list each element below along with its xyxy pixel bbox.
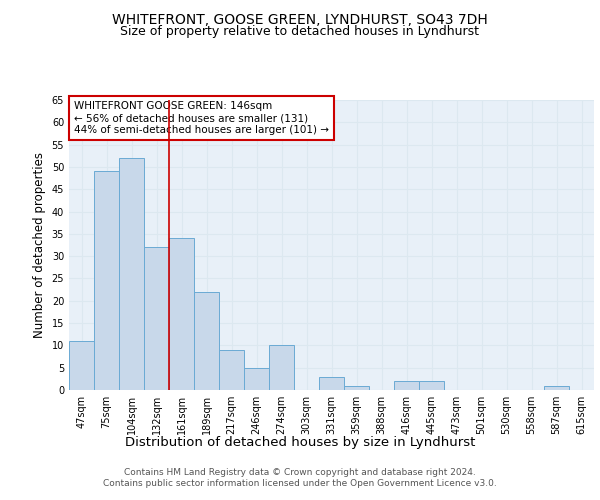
- Bar: [169, 238, 194, 390]
- Y-axis label: Number of detached properties: Number of detached properties: [33, 152, 46, 338]
- Bar: [144, 247, 169, 390]
- Text: WHITEFRONT GOOSE GREEN: 146sqm
← 56% of detached houses are smaller (131)
44% of: WHITEFRONT GOOSE GREEN: 146sqm ← 56% of …: [74, 102, 329, 134]
- Bar: [419, 381, 444, 390]
- Text: Distribution of detached houses by size in Lyndhurst: Distribution of detached houses by size …: [125, 436, 475, 449]
- Bar: [344, 386, 369, 390]
- Bar: [219, 350, 244, 390]
- Bar: [244, 368, 269, 390]
- Text: Contains HM Land Registry data © Crown copyright and database right 2024.
Contai: Contains HM Land Registry data © Crown c…: [103, 468, 497, 487]
- Bar: [194, 292, 219, 390]
- Bar: [394, 381, 419, 390]
- Bar: [119, 158, 144, 390]
- Bar: [94, 172, 119, 390]
- Bar: [544, 386, 569, 390]
- Bar: [269, 346, 294, 390]
- Bar: [69, 341, 94, 390]
- Bar: [319, 376, 344, 390]
- Text: Size of property relative to detached houses in Lyndhurst: Size of property relative to detached ho…: [121, 25, 479, 38]
- Text: WHITEFRONT, GOOSE GREEN, LYNDHURST, SO43 7DH: WHITEFRONT, GOOSE GREEN, LYNDHURST, SO43…: [112, 12, 488, 26]
